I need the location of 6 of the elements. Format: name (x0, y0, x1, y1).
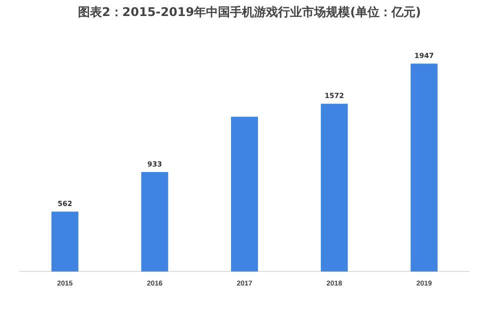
bar (410, 64, 438, 272)
bar (231, 116, 258, 272)
bar (320, 104, 348, 272)
bar (141, 172, 168, 272)
chart-title: 图表2：2015-2019年中国手机游戏行业市场规模(单位：亿元) (76, 4, 422, 21)
bar (51, 212, 78, 272)
